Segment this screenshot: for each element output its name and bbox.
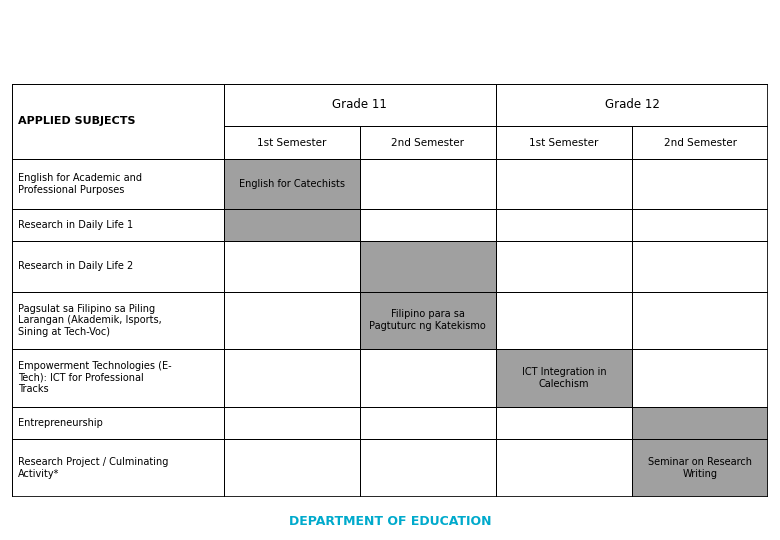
Bar xyxy=(12,84,224,159)
Text: 2nd Semester: 2nd Semester xyxy=(664,138,736,147)
Text: ICT Integration in
Calechism: ICT Integration in Calechism xyxy=(522,367,606,389)
Bar xyxy=(224,407,360,439)
Bar xyxy=(496,84,768,126)
Bar xyxy=(360,439,496,497)
Text: Seminar on Research
Writing: Seminar on Research Writing xyxy=(648,457,752,479)
Text: Research in Daily Life 1: Research in Daily Life 1 xyxy=(18,220,133,230)
Bar xyxy=(496,241,632,292)
Bar xyxy=(12,407,224,439)
Bar xyxy=(632,439,768,497)
Bar xyxy=(360,349,496,407)
Bar xyxy=(496,159,632,209)
Text: 2nd Semester: 2nd Semester xyxy=(392,138,464,147)
Bar xyxy=(12,439,224,497)
Bar xyxy=(224,84,496,126)
Bar xyxy=(360,209,496,241)
Text: Research Project / Culminating
Activity*: Research Project / Culminating Activity* xyxy=(18,457,168,479)
Bar xyxy=(12,292,224,349)
Bar xyxy=(224,209,360,241)
Text: Grade 12: Grade 12 xyxy=(604,98,660,111)
Text: CBCP Curriculum Comparison: CBCP Curriculum Comparison xyxy=(129,14,651,45)
Bar xyxy=(360,292,496,349)
Text: 1st Semester: 1st Semester xyxy=(257,138,326,147)
Bar xyxy=(360,241,496,292)
Bar xyxy=(632,407,768,439)
Bar xyxy=(12,159,224,209)
Bar xyxy=(224,349,360,407)
Bar xyxy=(632,126,768,159)
Bar xyxy=(224,159,360,209)
Bar xyxy=(632,209,768,241)
Bar xyxy=(496,407,632,439)
Bar xyxy=(224,159,360,209)
Text: Empowerment Technologies (E-
Tech): ICT for Professional
Tracks: Empowerment Technologies (E- Tech): ICT … xyxy=(18,361,172,395)
Bar xyxy=(224,241,360,292)
Bar xyxy=(12,241,224,292)
Bar xyxy=(632,159,768,209)
Bar xyxy=(632,241,768,292)
Bar xyxy=(632,439,768,497)
Text: DEPARTMENT OF EDUCATION: DEPARTMENT OF EDUCATION xyxy=(289,515,491,528)
Text: Grade 11: Grade 11 xyxy=(332,98,387,111)
Bar xyxy=(360,241,496,292)
Bar xyxy=(360,407,496,439)
Bar xyxy=(496,349,632,407)
Text: Filipino para sa
Pagtuturc ng Katekismo: Filipino para sa Pagtuturc ng Katekismo xyxy=(370,309,486,331)
Bar xyxy=(12,209,224,241)
Bar xyxy=(360,292,496,349)
Bar xyxy=(496,439,632,497)
Bar xyxy=(224,439,360,497)
Text: APPLIED SUBJECTS: APPLIED SUBJECTS xyxy=(18,116,135,126)
Text: Applied Subjects: Applied Subjects xyxy=(246,45,534,77)
Bar xyxy=(224,209,360,241)
Bar xyxy=(496,126,632,159)
Bar xyxy=(360,159,496,209)
Bar xyxy=(224,292,360,349)
Bar xyxy=(496,292,632,349)
Text: English for Catechists: English for Catechists xyxy=(239,179,345,189)
Text: Pagsulat sa Filipino sa Piling
Larangan (Akademik, Isports,
Sining at Tech-Voc): Pagsulat sa Filipino sa Piling Larangan … xyxy=(18,303,161,337)
Bar xyxy=(224,126,360,159)
Bar xyxy=(632,349,768,407)
Bar xyxy=(632,292,768,349)
Bar xyxy=(496,209,632,241)
Bar xyxy=(632,407,768,439)
Text: English for Academic and
Professional Purposes: English for Academic and Professional Pu… xyxy=(18,173,142,194)
Bar xyxy=(12,349,224,407)
Bar xyxy=(496,349,632,407)
Text: Research in Daily Life 2: Research in Daily Life 2 xyxy=(18,261,133,272)
Text: Entrepreneurship: Entrepreneurship xyxy=(18,418,103,428)
Bar xyxy=(360,126,496,159)
Text: 1st Semester: 1st Semester xyxy=(530,138,599,147)
